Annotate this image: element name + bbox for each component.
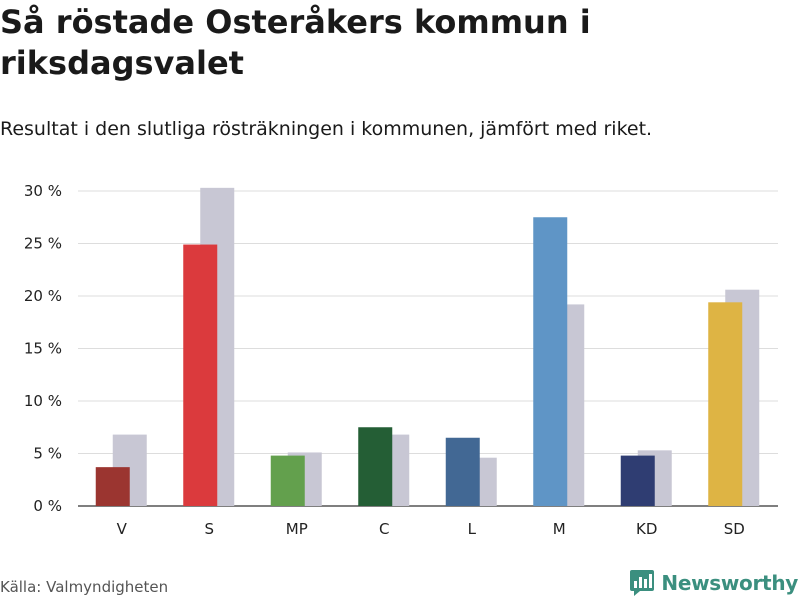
- bar-chart-speech-bubble-icon: [630, 570, 655, 596]
- bar-kommun-v: [95, 467, 130, 506]
- x-tick-label: SD: [724, 520, 745, 538]
- source-note: Källa: Valmyndigheten: [0, 578, 169, 596]
- x-tick-label: L: [468, 520, 477, 538]
- bar-kommun-s: [183, 244, 218, 507]
- bar-kommun-sd: [708, 302, 743, 506]
- bar-kommun-l: [445, 437, 480, 506]
- x-tick-label: S: [204, 520, 214, 538]
- y-tick-label: 15 %: [24, 340, 62, 358]
- chart-subtitle: Resultat i den slutliga rösträkningen i …: [0, 118, 653, 140]
- y-tick-label: 30 %: [24, 182, 62, 200]
- bar-chart: 0 % 5 % 10 % 15 % 20 % 25 % 30 % V S MP C L M KD SD: [24, 182, 778, 538]
- y-tick-label: 25 %: [24, 235, 62, 253]
- y-tick-label: 10 %: [24, 392, 62, 410]
- bar-kommun-mp: [270, 455, 305, 506]
- x-tick-label: V: [117, 520, 128, 538]
- brand-name: Newsworthy: [661, 571, 798, 595]
- y-tick-label: 0 %: [33, 497, 62, 515]
- chart-title: Så röstade Osteråkers kommun i riksdagsv…: [0, 3, 591, 82]
- x-tick-label: M: [553, 520, 566, 538]
- y-tick-label: 5 %: [33, 445, 62, 463]
- x-tick-label: MP: [286, 520, 308, 538]
- y-tick-label: 20 %: [24, 287, 62, 305]
- x-tick-label: C: [379, 520, 389, 538]
- bar-kommun-kd: [620, 455, 655, 506]
- bar-kommun-c: [358, 427, 393, 506]
- brand-logo: Newsworthy: [629, 569, 798, 597]
- x-tick-label: KD: [636, 520, 657, 538]
- bar-kommun-m: [533, 217, 568, 506]
